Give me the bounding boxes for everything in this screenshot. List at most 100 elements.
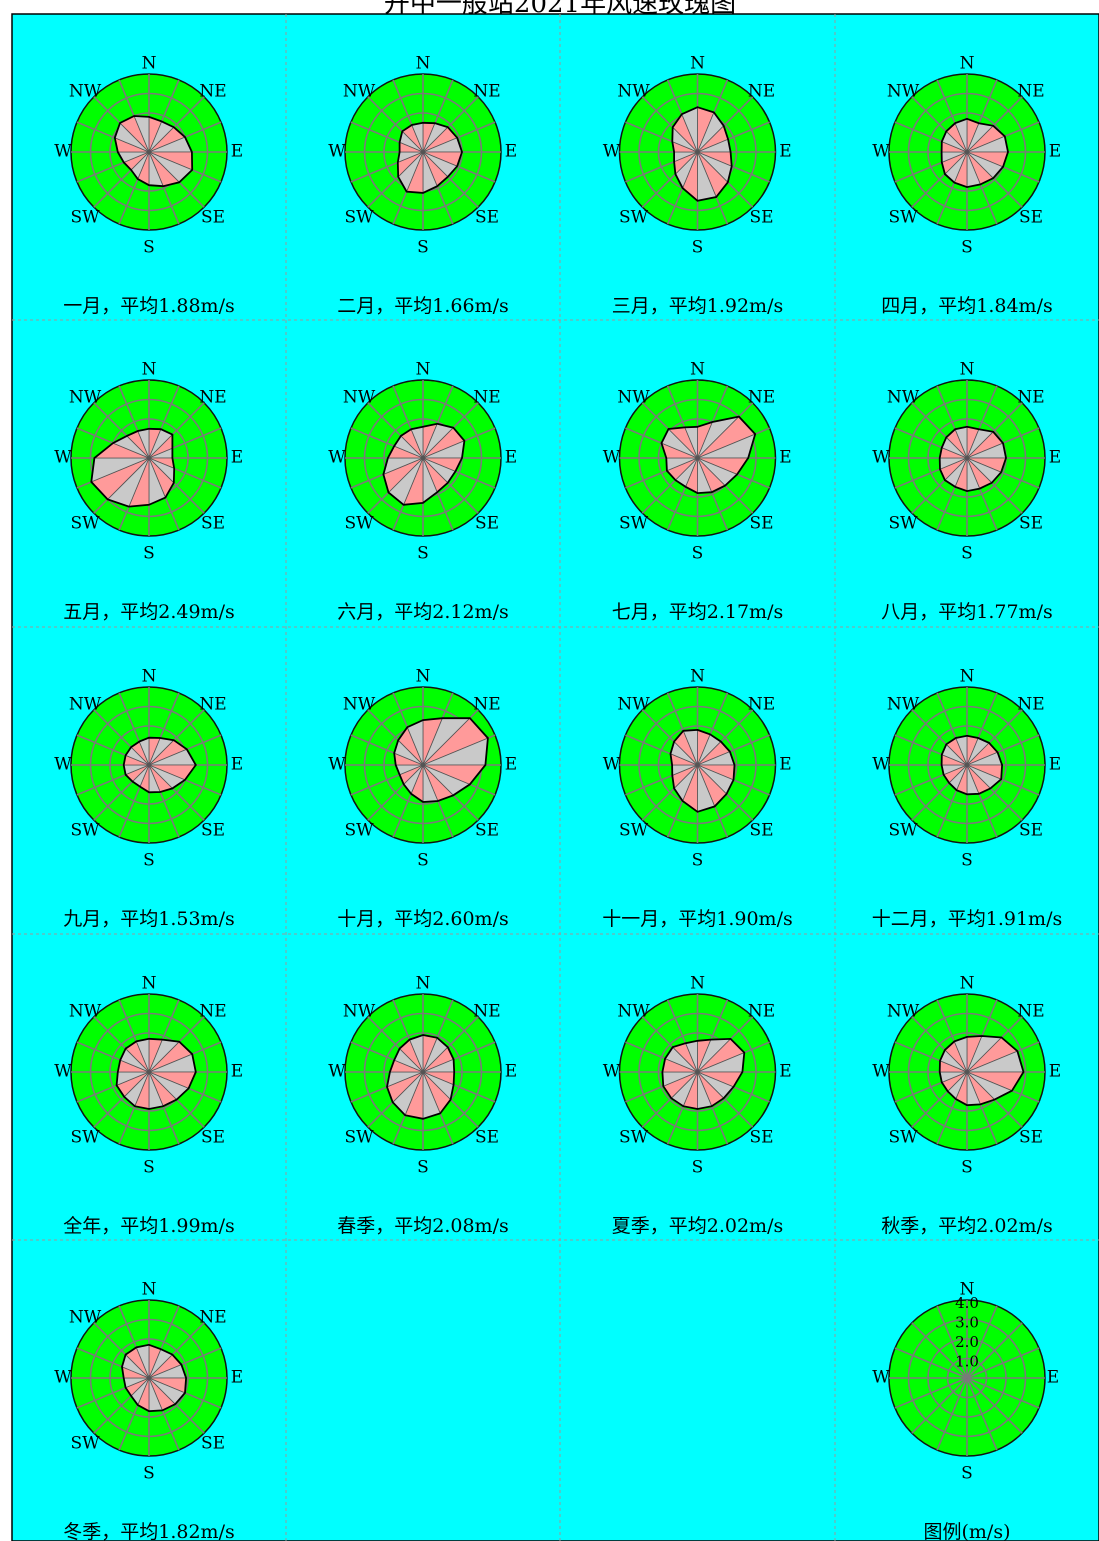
compass-label: SW — [344, 208, 374, 228]
compass-label: NE — [199, 388, 226, 408]
compass-label: NE — [1017, 1002, 1044, 1022]
legend-panel: N E S W 1.0 2.03.0 4.0 图例(m/s) — [872, 1280, 1059, 1541]
compass-label: N — [142, 360, 157, 380]
compass-label: SW — [888, 821, 918, 841]
compass-label: S — [692, 544, 704, 564]
compass-label: NW — [887, 695, 920, 715]
compass-label: E — [231, 1062, 243, 1082]
compass-label: N — [960, 974, 975, 994]
compass-label: W — [328, 142, 346, 162]
panel-caption: 夏季，平均2.02m/s — [612, 1215, 783, 1237]
legend-ring-label: 3.0 — [955, 1314, 979, 1332]
compass-label: SW — [888, 1128, 918, 1148]
compass-label: NE — [199, 1308, 226, 1328]
compass-label: NE — [473, 1002, 500, 1022]
compass-label: W — [603, 448, 621, 468]
compass-label: NW — [69, 1002, 102, 1022]
wind-rose-panel: N NE E SE S SW W NW 春季，平均2.08m/s — [328, 974, 517, 1238]
grid-spoke — [911, 1377, 968, 1434]
compass-label: S — [417, 851, 429, 871]
compass-label: S — [961, 238, 973, 258]
compass-label: SE — [475, 514, 499, 534]
compass-label: SW — [70, 208, 100, 228]
panel-caption: 五月，平均2.49m/s — [63, 601, 234, 623]
compass-label: NW — [617, 695, 650, 715]
wind-rose-panel: N NE E SE S SW W NW 七月，平均2.17m/s — [603, 360, 792, 624]
compass-label: W — [872, 142, 890, 162]
wind-rose-panel: N NE E SE S SW W NW 八月，平均1.77m/s — [872, 360, 1061, 624]
rose-outline — [669, 728, 736, 813]
compass-label: W — [328, 1062, 346, 1082]
compass-label: NE — [748, 695, 775, 715]
compass-label: E — [231, 755, 243, 775]
rose-outline — [938, 425, 1007, 493]
compass-label: W — [328, 755, 346, 775]
compass-label: NW — [343, 1002, 376, 1022]
compass-label: E — [1049, 1062, 1061, 1082]
wind-rose-panel: N NE E SE S SW W NW 三月，平均1.92m/s — [603, 54, 792, 318]
legend-axis-label: S — [961, 1464, 973, 1484]
compass-label: NW — [343, 82, 376, 102]
grid-spoke — [966, 1377, 1023, 1434]
compass-label: E — [1049, 142, 1061, 162]
panel-caption: 九月，平均1.53m/s — [63, 908, 234, 930]
compass-label: NW — [69, 82, 102, 102]
grid-spoke — [966, 1347, 1040, 1379]
compass-label: SW — [344, 1128, 374, 1148]
compass-label: W — [54, 142, 72, 162]
compass-label: NW — [887, 82, 920, 102]
grid-spoke — [966, 1377, 998, 1451]
panel-caption: 秋季，平均2.02m/s — [881, 1215, 1052, 1237]
compass-label: SE — [475, 208, 499, 228]
compass-label: S — [961, 1158, 973, 1178]
compass-label: E — [231, 142, 243, 162]
rose-outline — [671, 106, 733, 202]
compass-label: S — [417, 544, 429, 564]
compass-label: W — [872, 1062, 890, 1082]
wind-rose-grid: NNEESESSWWNW一月，平均1.88m/sNNEESESSWWNW二月，平… — [11, 13, 1099, 1541]
wind-rose-panel: N NE E SE S SW W NW 冬季，平均1.82m/s — [54, 1280, 243, 1541]
compass-label: S — [961, 851, 973, 871]
rose-outline — [940, 117, 1009, 189]
grid-spoke — [936, 1305, 968, 1379]
rose-outline — [382, 422, 466, 506]
compass-label: N — [142, 667, 157, 687]
compass-label: E — [779, 755, 791, 775]
compass-label: SW — [70, 1128, 100, 1148]
compass-label: SW — [344, 821, 374, 841]
compass-label: NE — [199, 695, 226, 715]
compass-label: S — [692, 238, 704, 258]
compass-label: SE — [201, 514, 225, 534]
compass-label: W — [603, 755, 621, 775]
legend-caption: 图例(m/s) — [924, 1521, 1011, 1541]
compass-label: S — [417, 1158, 429, 1178]
wind-rose-panel: N NE E SE S SW W NW 五月，平均2.49m/s — [54, 360, 243, 624]
compass-label: NW — [617, 82, 650, 102]
compass-label: SE — [475, 1128, 499, 1148]
panel-caption: 八月，平均1.77m/s — [881, 601, 1052, 623]
legend-ring-label: 1.0 — [955, 1353, 979, 1371]
compass-label: NW — [887, 1002, 920, 1022]
grid-spoke — [911, 1322, 968, 1379]
compass-label: SE — [1019, 208, 1043, 228]
grid-spoke — [966, 1377, 1040, 1409]
compass-label: E — [1049, 755, 1061, 775]
compass-label: E — [779, 448, 791, 468]
compass-label: NE — [199, 1002, 226, 1022]
compass-label: N — [142, 54, 157, 74]
compass-label: NE — [473, 695, 500, 715]
compass-label: SE — [1019, 821, 1043, 841]
legend-ring-label: 2.0 — [955, 1333, 979, 1351]
compass-label: S — [692, 1158, 704, 1178]
compass-label: E — [505, 142, 517, 162]
compass-label: NW — [343, 388, 376, 408]
grid-spoke — [966, 1322, 1023, 1379]
compass-label: SE — [201, 1434, 225, 1454]
panel-caption: 六月，平均2.12m/s — [337, 601, 508, 623]
compass-label: W — [54, 755, 72, 775]
wind-rose-panel: N NE E SE S SW W NW 秋季，平均2.02m/s — [872, 974, 1061, 1238]
compass-label: NW — [69, 695, 102, 715]
legend-axis-label: W — [872, 1368, 890, 1388]
rose-outline — [940, 734, 1004, 796]
